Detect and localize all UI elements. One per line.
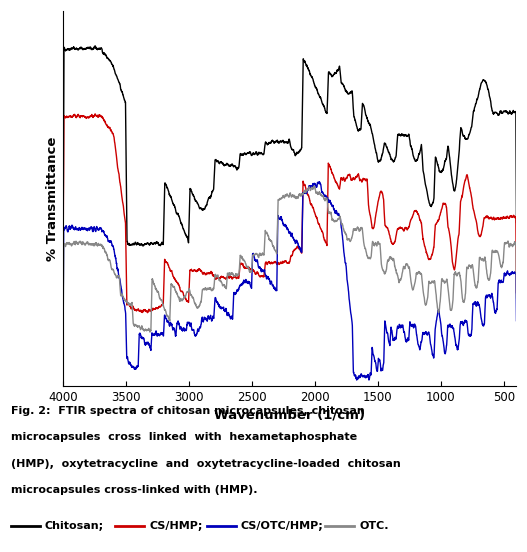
- Text: OTC.: OTC.: [359, 521, 389, 530]
- Text: microcapsules  cross  linked  with  hexametaphosphate: microcapsules cross linked with hexameta…: [11, 432, 357, 442]
- Text: microcapsules cross-linked with (HMP).: microcapsules cross-linked with (HMP).: [11, 485, 257, 495]
- Text: Chitosan;: Chitosan;: [45, 521, 104, 530]
- Y-axis label: % Transmittance: % Transmittance: [46, 136, 59, 261]
- X-axis label: Wavenumber (1/cm): Wavenumber (1/cm): [214, 408, 365, 421]
- Text: (HMP),  oxytetracycline  and  oxytetracycline-loaded  chitosan: (HMP), oxytetracycline and oxytetracycli…: [11, 459, 401, 469]
- Text: CS/HMP;: CS/HMP;: [150, 521, 203, 530]
- Text: CS/OTC/HMP;: CS/OTC/HMP;: [241, 521, 324, 530]
- Text: Fig. 2:  FTIR spectra of chitosan microcapsules, chitosan: Fig. 2: FTIR spectra of chitosan microca…: [11, 406, 364, 416]
